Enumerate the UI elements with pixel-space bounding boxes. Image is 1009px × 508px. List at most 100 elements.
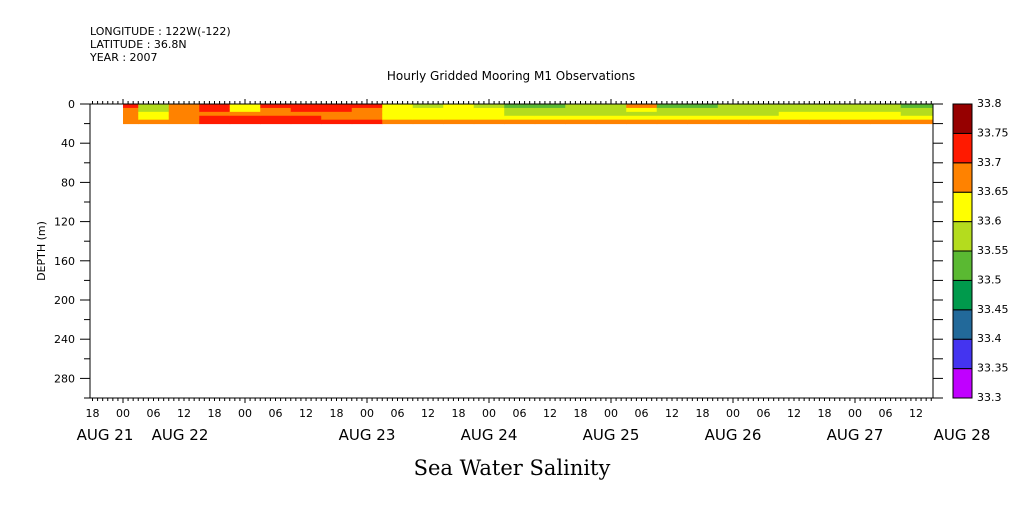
heatmap-cell	[123, 104, 139, 109]
heatmap-cell	[534, 107, 566, 113]
heatmap-cell	[504, 104, 536, 109]
heatmap-cell	[504, 115, 536, 121]
heatmap-cell	[260, 111, 292, 117]
x-hour-label: 06	[635, 407, 649, 420]
heatmap-cell	[534, 104, 566, 109]
heatmap-cell	[626, 119, 658, 125]
heatmap-cell	[138, 107, 170, 113]
x-hour-label: 18	[208, 407, 222, 420]
heatmap-cell	[778, 115, 810, 121]
heatmap-cell	[565, 119, 597, 125]
heatmap-cell	[168, 111, 200, 117]
heatmap-cell	[809, 115, 841, 121]
heatmap-cell	[717, 111, 749, 117]
heatmap-cell	[687, 104, 719, 109]
x-hour-label: 18	[86, 407, 100, 420]
heatmap-cell	[687, 115, 719, 121]
colorbar-swatch	[952, 191, 973, 223]
heatmap-cell	[443, 119, 475, 125]
heatmap-cell	[229, 115, 261, 121]
heatmap-cell	[565, 104, 597, 109]
x-day-label: AUG 24	[461, 426, 518, 444]
colorbar-label: 33.3	[977, 391, 1002, 404]
colorbar-label: 33.65	[977, 185, 1009, 198]
x-hour-label: 06	[147, 407, 161, 420]
heatmap-cell	[748, 115, 780, 121]
heatmap-cell	[138, 111, 170, 117]
colorbar-swatch	[952, 338, 973, 370]
colorbar-swatch	[952, 221, 973, 252]
chart-title: Hourly Gridded Mooring M1 Observations	[387, 69, 635, 83]
heatmap-cell	[290, 115, 322, 121]
heatmap-cell	[260, 115, 292, 121]
colorbar-swatch	[952, 132, 973, 164]
heatmap-cell	[321, 107, 353, 113]
heatmap-cell	[382, 115, 414, 121]
heatmap-cell	[321, 104, 353, 109]
heatmap-cell	[168, 115, 200, 121]
heatmap-cell	[260, 104, 292, 109]
heatmap-cell	[473, 107, 505, 113]
heatmap-cell	[199, 119, 231, 125]
colorbar-label: 33.35	[977, 362, 1009, 375]
heatmap-cell	[168, 119, 200, 125]
colorbar-swatch	[952, 279, 973, 311]
heatmap-cell	[565, 115, 597, 121]
heatmap-cell	[900, 104, 934, 109]
heatmap-cell	[351, 119, 383, 125]
heatmap-cell	[870, 107, 902, 113]
heatmap-cell	[687, 111, 719, 117]
heatmap-cell	[412, 115, 444, 121]
heatmap-cell	[138, 115, 170, 121]
colorbar-swatch	[952, 162, 973, 193]
x-hour-label: 00	[238, 407, 252, 420]
latitude-label: LATITUDE : 36.8N	[90, 38, 187, 51]
heatmap-cell	[778, 107, 810, 113]
x-hour-label: 00	[726, 407, 740, 420]
heatmap-cell	[900, 115, 934, 121]
x-hour-label: 12	[787, 407, 801, 420]
colorbar-swatch	[952, 309, 973, 340]
heatmap-cell	[595, 111, 627, 117]
x-hour-label: 18	[574, 407, 588, 420]
heatmap-cell	[229, 107, 261, 113]
heatmap-cell	[534, 115, 566, 121]
x-hour-label: 06	[879, 407, 893, 420]
heatmap-cell	[473, 115, 505, 121]
heatmap-cell	[504, 111, 536, 117]
heatmap-cell	[321, 111, 353, 117]
heatmap-cell	[778, 104, 810, 109]
heatmap-cell	[565, 107, 597, 113]
plot-frame	[89, 103, 934, 399]
x-hour-label: 00	[848, 407, 862, 420]
x-hour-label: 00	[482, 407, 496, 420]
heatmap-cell	[565, 111, 597, 117]
heatmap-cell	[351, 107, 383, 113]
heatmap-cell	[229, 104, 261, 109]
x-hour-label: 12	[177, 407, 191, 420]
colorbar-label: 33.55	[977, 244, 1009, 257]
colorbar-label: 33.75	[977, 126, 1009, 139]
x-day-label: AUG 23	[339, 426, 396, 444]
colorbar-swatch	[952, 250, 973, 281]
heatmap-cell	[900, 111, 934, 117]
heatmap-cell	[748, 104, 780, 109]
x-hour-label: 06	[757, 407, 771, 420]
heatmap-cells	[123, 104, 934, 125]
heatmap-cell	[595, 104, 627, 109]
heatmap-cell	[809, 119, 841, 125]
heatmap-cell	[656, 104, 688, 109]
variable-label: Sea Water Salinity	[414, 456, 611, 480]
y-tick-label: 40	[61, 137, 75, 150]
heatmap-cell	[687, 119, 719, 125]
heatmap-cell	[900, 107, 934, 113]
heatmap-cell	[199, 104, 231, 109]
heatmap-cell	[412, 104, 444, 109]
x-hour-label: 18	[330, 407, 344, 420]
y-tick-label: 120	[54, 216, 75, 229]
longitude-label: LONGITUDE : 122W(-122)	[90, 25, 231, 38]
heatmap-cell	[443, 107, 475, 113]
heatmap-cell	[870, 104, 902, 109]
heatmap-cell	[290, 104, 322, 109]
